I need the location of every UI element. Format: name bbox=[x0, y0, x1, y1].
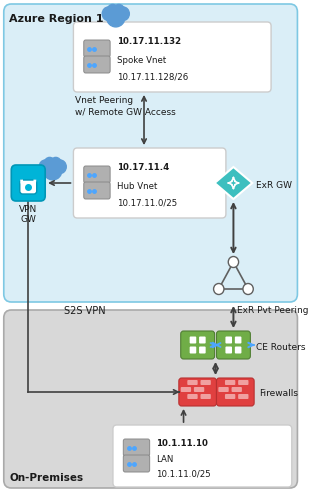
Circle shape bbox=[107, 7, 125, 27]
Text: Firewalls: Firewalls bbox=[259, 389, 298, 398]
Circle shape bbox=[102, 7, 115, 21]
Text: Vnet Peering
w/ Remote GW Access: Vnet Peering w/ Remote GW Access bbox=[75, 96, 176, 117]
Text: 10.17.11.128/26: 10.17.11.128/26 bbox=[117, 72, 188, 81]
FancyBboxPatch shape bbox=[187, 394, 198, 399]
FancyBboxPatch shape bbox=[225, 380, 235, 385]
FancyBboxPatch shape bbox=[4, 4, 297, 302]
FancyBboxPatch shape bbox=[84, 56, 110, 73]
FancyBboxPatch shape bbox=[190, 347, 196, 354]
FancyBboxPatch shape bbox=[20, 180, 37, 194]
Circle shape bbox=[39, 160, 52, 174]
Text: 10.1.11.0/25: 10.1.11.0/25 bbox=[156, 470, 211, 479]
FancyBboxPatch shape bbox=[201, 380, 211, 385]
Text: 10.17.11.4: 10.17.11.4 bbox=[117, 163, 169, 173]
Text: On-Premises: On-Premises bbox=[9, 473, 84, 483]
FancyBboxPatch shape bbox=[187, 380, 198, 385]
FancyBboxPatch shape bbox=[84, 166, 110, 183]
Text: ExR GW: ExR GW bbox=[256, 181, 292, 189]
Text: ExR Pvt Peering: ExR Pvt Peering bbox=[237, 306, 309, 315]
FancyBboxPatch shape bbox=[113, 425, 292, 487]
Text: VPN
GW: VPN GW bbox=[19, 205, 37, 224]
Circle shape bbox=[243, 284, 253, 295]
FancyBboxPatch shape bbox=[217, 378, 254, 406]
FancyBboxPatch shape bbox=[232, 387, 242, 392]
FancyBboxPatch shape bbox=[84, 40, 110, 57]
FancyBboxPatch shape bbox=[225, 394, 235, 399]
FancyBboxPatch shape bbox=[225, 336, 232, 344]
FancyBboxPatch shape bbox=[11, 165, 45, 201]
Circle shape bbox=[50, 157, 61, 169]
Circle shape bbox=[228, 256, 239, 267]
Text: 10.17.11.0/25: 10.17.11.0/25 bbox=[117, 198, 177, 207]
Text: Spoke Vnet: Spoke Vnet bbox=[117, 56, 166, 64]
FancyBboxPatch shape bbox=[199, 336, 206, 344]
FancyBboxPatch shape bbox=[123, 455, 150, 472]
FancyBboxPatch shape bbox=[238, 394, 249, 399]
FancyBboxPatch shape bbox=[235, 336, 241, 344]
Text: Azure Region 1: Azure Region 1 bbox=[9, 14, 104, 24]
Text: Hub Vnet: Hub Vnet bbox=[117, 182, 157, 190]
FancyBboxPatch shape bbox=[190, 336, 196, 344]
FancyBboxPatch shape bbox=[179, 378, 217, 406]
FancyBboxPatch shape bbox=[238, 380, 249, 385]
Circle shape bbox=[44, 157, 55, 169]
Text: S2S VPN: S2S VPN bbox=[64, 306, 106, 316]
FancyBboxPatch shape bbox=[181, 387, 191, 392]
FancyBboxPatch shape bbox=[84, 182, 110, 199]
FancyBboxPatch shape bbox=[73, 22, 271, 92]
FancyBboxPatch shape bbox=[4, 310, 297, 488]
Text: CE Routers: CE Routers bbox=[256, 343, 306, 352]
FancyBboxPatch shape bbox=[73, 148, 226, 218]
Polygon shape bbox=[215, 167, 252, 199]
Circle shape bbox=[44, 160, 62, 180]
Text: 10.17.11.132: 10.17.11.132 bbox=[117, 37, 181, 47]
FancyBboxPatch shape bbox=[123, 439, 150, 456]
FancyBboxPatch shape bbox=[201, 394, 211, 399]
FancyBboxPatch shape bbox=[199, 347, 206, 354]
Circle shape bbox=[53, 160, 66, 174]
FancyBboxPatch shape bbox=[235, 347, 241, 354]
FancyBboxPatch shape bbox=[225, 347, 232, 354]
Text: LAN: LAN bbox=[156, 455, 174, 464]
Circle shape bbox=[213, 284, 224, 295]
Text: 10.1.11.10: 10.1.11.10 bbox=[156, 438, 208, 447]
Circle shape bbox=[113, 4, 124, 16]
Circle shape bbox=[107, 4, 118, 16]
FancyBboxPatch shape bbox=[181, 331, 215, 359]
Circle shape bbox=[116, 7, 129, 21]
FancyBboxPatch shape bbox=[194, 387, 204, 392]
FancyBboxPatch shape bbox=[218, 387, 229, 392]
FancyBboxPatch shape bbox=[217, 331, 250, 359]
